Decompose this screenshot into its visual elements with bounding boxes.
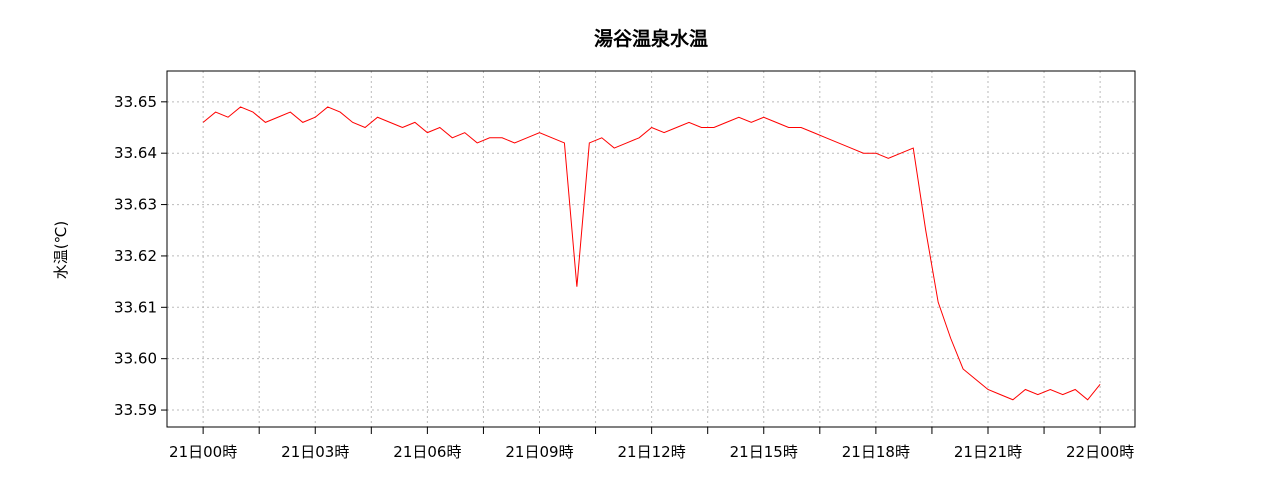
x-tick-label: 21日03時	[281, 443, 349, 461]
x-tick-label: 21日00時	[169, 443, 237, 461]
x-tick-label: 21日18時	[842, 443, 910, 461]
y-tick-label: 33.60	[114, 350, 157, 368]
x-tick-label: 22日00時	[1066, 443, 1134, 461]
y-axis-label: 水温(℃)	[52, 221, 70, 280]
x-tick-label: 21日09時	[505, 443, 573, 461]
chart-title: 湯谷温泉水温	[594, 27, 708, 50]
data-line	[202, 106, 1101, 401]
y-tick-label: 33.61	[114, 298, 157, 316]
plot-frame	[166, 70, 1136, 428]
x-tick-label: 21日15時	[730, 443, 798, 461]
y-tick-label: 33.65	[114, 93, 157, 111]
y-tick-label: 33.63	[114, 196, 157, 214]
x-tick-label: 21日21時	[954, 443, 1022, 461]
y-tick-label: 33.59	[114, 401, 157, 419]
y-tick-label: 33.64	[114, 144, 157, 162]
x-tick-label: 21日06時	[393, 443, 461, 461]
x-tick-label: 21日12時	[618, 443, 686, 461]
y-tick-label: 33.62	[114, 247, 157, 265]
